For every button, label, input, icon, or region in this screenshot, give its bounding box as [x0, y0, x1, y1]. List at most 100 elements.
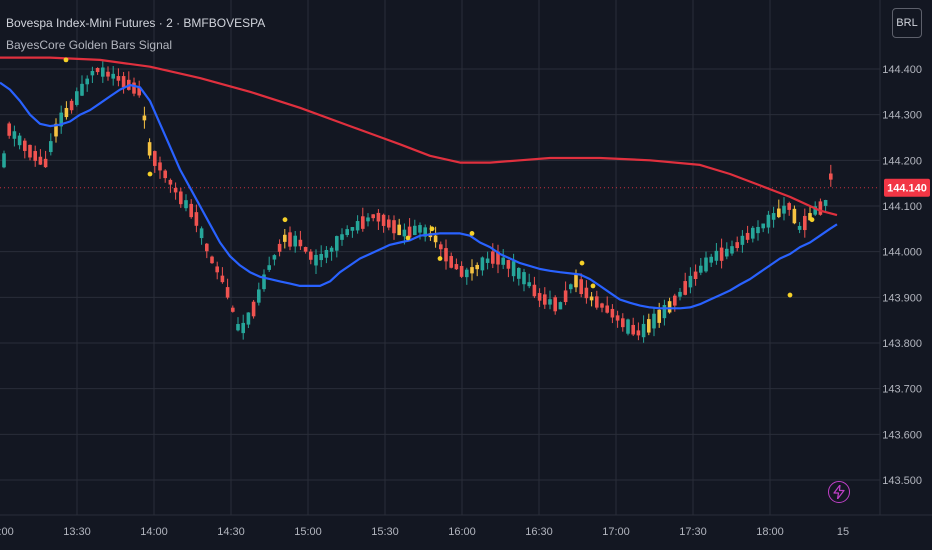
- candle-body-63: [329, 247, 334, 252]
- candle-body-42: [220, 275, 225, 283]
- candle-body-21: [111, 73, 115, 79]
- candle-body-144: [751, 227, 755, 239]
- candle-body-75: [392, 220, 396, 234]
- y-tick-label: 144.400: [882, 64, 922, 76]
- candle-body-139: [725, 248, 729, 257]
- candle-body-65: [340, 234, 344, 240]
- indicator-name[interactable]: BayesCore Golden Bars Signal: [6, 38, 173, 52]
- candle-body-53: [277, 243, 282, 252]
- candle-body-115: [600, 303, 604, 308]
- candle-body-125: [652, 313, 656, 329]
- candle-body-152: [792, 208, 797, 224]
- candle-body-8: [43, 158, 48, 168]
- lightning-button[interactable]: [828, 481, 850, 503]
- x-tick-label: 14:00: [140, 526, 168, 538]
- candle-body-36: [189, 203, 193, 218]
- candle-body-27: [142, 115, 147, 121]
- candle-body-110: [574, 273, 578, 288]
- candle-body-46: [241, 322, 245, 334]
- candle-body-97: [506, 260, 511, 269]
- candle-body-79: [413, 225, 417, 236]
- candle-body-12: [64, 107, 69, 118]
- golden-signal-dots: [63, 57, 815, 298]
- candle-body-130: [678, 291, 682, 297]
- golden-dot-8: [590, 283, 596, 289]
- candle-body-89: [465, 269, 469, 278]
- candle-body-39: [205, 243, 209, 252]
- candle-body-83: [433, 235, 438, 243]
- candle-body-99: [517, 267, 521, 279]
- candle-body-43: [225, 287, 230, 298]
- candle-body-28: [147, 142, 152, 156]
- candle-body-72: [376, 212, 381, 222]
- candle-body-13: [69, 100, 74, 111]
- candle-body-11: [59, 112, 63, 127]
- golden-dot-4: [429, 226, 435, 232]
- symbol-title[interactable]: Bovespa Index-Mini Futures · 2 · BMFBOVE…: [6, 16, 266, 30]
- y-tick-label: 143.800: [882, 338, 922, 350]
- candle-body-67: [350, 227, 355, 231]
- candle-body-22: [116, 76, 121, 81]
- last-price-label-bg: [884, 178, 930, 197]
- candle-body-47: [246, 312, 251, 325]
- candle-body-95: [496, 251, 500, 265]
- candle-body-15: [80, 83, 84, 96]
- candle-body-18: [95, 67, 100, 73]
- candle-body-120: [626, 319, 630, 334]
- candle-body-31: [163, 170, 167, 179]
- candle-body-101: [527, 282, 531, 287]
- candle-body-7: [38, 156, 43, 165]
- candle-body-87: [454, 264, 459, 270]
- candle-body-116: [605, 305, 609, 313]
- candle-body-105: [548, 299, 552, 305]
- candle-body-55: [288, 232, 292, 247]
- candle-body-151: [787, 203, 791, 210]
- candle-body-35: [184, 200, 188, 209]
- y-tick-label: 143.500: [882, 475, 922, 487]
- candle-body-137: [714, 250, 719, 261]
- candle-body-145: [756, 226, 760, 234]
- currency-button[interactable]: BRL: [892, 8, 922, 38]
- candle-body-70: [366, 217, 370, 222]
- price-axis[interactable]: [880, 0, 932, 550]
- candle-body-1: [7, 123, 11, 136]
- candle-body-135: [704, 257, 708, 272]
- candle-body-146: [761, 223, 765, 229]
- fast-ma-line: [0, 81, 838, 310]
- golden-dot-7: [579, 260, 585, 266]
- lightning-icon: [833, 485, 845, 499]
- candle-body-5: [28, 144, 32, 158]
- candle-body-157: [818, 201, 823, 215]
- y-tick-label: 144.100: [882, 201, 922, 213]
- candle-body-73: [381, 214, 386, 226]
- last-price-label: 144.140: [887, 183, 927, 195]
- y-tick-label: 143.600: [882, 429, 922, 441]
- candle-body-148: [771, 213, 776, 220]
- time-axis[interactable]: [0, 515, 932, 550]
- candle-body-59: [309, 251, 313, 260]
- candle-body-9: [49, 141, 53, 153]
- y-tick-label: 144.200: [882, 155, 922, 167]
- candle-body-111: [579, 279, 583, 295]
- candle-body-68: [355, 221, 360, 231]
- candle-body-156: [813, 206, 817, 215]
- candle-body-66: [345, 229, 349, 236]
- candle-body-143: [745, 232, 750, 240]
- candle-body-127: [662, 305, 667, 319]
- candle-body-136: [709, 256, 713, 263]
- candle-body-6: [33, 151, 37, 161]
- candle-body-117: [610, 308, 615, 318]
- candle-body-122: [636, 330, 641, 336]
- candle-body-25: [132, 82, 136, 94]
- candle-body-84: [439, 244, 443, 250]
- candle-body-78: [407, 226, 412, 238]
- candle-body-45: [236, 324, 240, 331]
- candle-body-40: [210, 256, 214, 264]
- x-tick-label: 15:00: [294, 526, 322, 538]
- candle-body-58: [303, 247, 308, 252]
- candle-body-85: [444, 248, 448, 262]
- candle-body-41: [215, 266, 219, 273]
- candle-body-17: [90, 70, 95, 76]
